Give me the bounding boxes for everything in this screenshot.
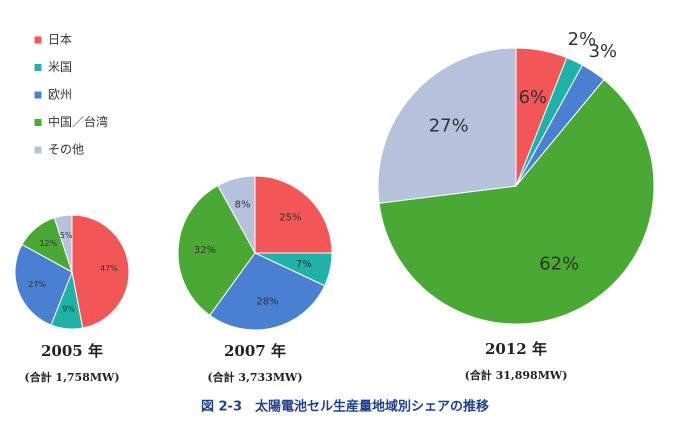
data-label: 32% — [194, 245, 216, 256]
data-label: 12% — [39, 239, 57, 248]
pie-slice — [217, 175, 256, 254]
legend-label: その他 — [48, 143, 84, 157]
pie-title: 2012 年 — [485, 340, 547, 358]
legend-swatch — [33, 118, 43, 127]
legend-label: 中国／台湾 — [48, 114, 108, 129]
data-label: 6% — [519, 87, 547, 108]
pie-title: 2005 年 — [41, 342, 103, 360]
data-label: 47% — [100, 264, 118, 273]
data-label: 9% — [62, 304, 75, 313]
data-label: 27% — [429, 116, 469, 137]
pie-slice — [377, 47, 517, 204]
legend-swatch — [33, 145, 43, 155]
data-label: 8% — [235, 200, 251, 211]
pie-subtitle: (合計 31,898MW) — [465, 368, 568, 382]
data-label: 5% — [60, 231, 73, 240]
data-label: 62% — [539, 254, 579, 275]
data-label: 3% — [589, 41, 617, 62]
legend-swatch — [33, 90, 43, 100]
pie-slice — [53, 214, 73, 273]
legend-swatch — [33, 35, 43, 45]
legend-label: 米国 — [48, 60, 72, 74]
figure-caption: 図 2-3 太陽電池セル生産量地域別シェアの推移 — [201, 399, 489, 415]
legend-label: 欧州 — [48, 88, 72, 102]
pie-slice — [378, 78, 655, 325]
data-label: 27% — [28, 280, 46, 289]
data-label: 25% — [279, 213, 301, 224]
data-label: 7% — [296, 259, 312, 270]
pie-subtitle: (合計 3,733MW) — [207, 370, 302, 384]
legend-label: 日本 — [48, 33, 72, 47]
legend-swatch — [33, 63, 43, 72]
data-label: 2% — [568, 29, 596, 50]
pie-slice — [71, 214, 130, 329]
pie-subtitle: (合計 1,758MW) — [24, 370, 119, 384]
pie-slice — [254, 175, 333, 254]
data-label: 28% — [256, 296, 278, 307]
pie-title: 2007 年 — [224, 342, 286, 360]
pie-slice — [177, 184, 256, 316]
pie-slice — [209, 252, 326, 331]
